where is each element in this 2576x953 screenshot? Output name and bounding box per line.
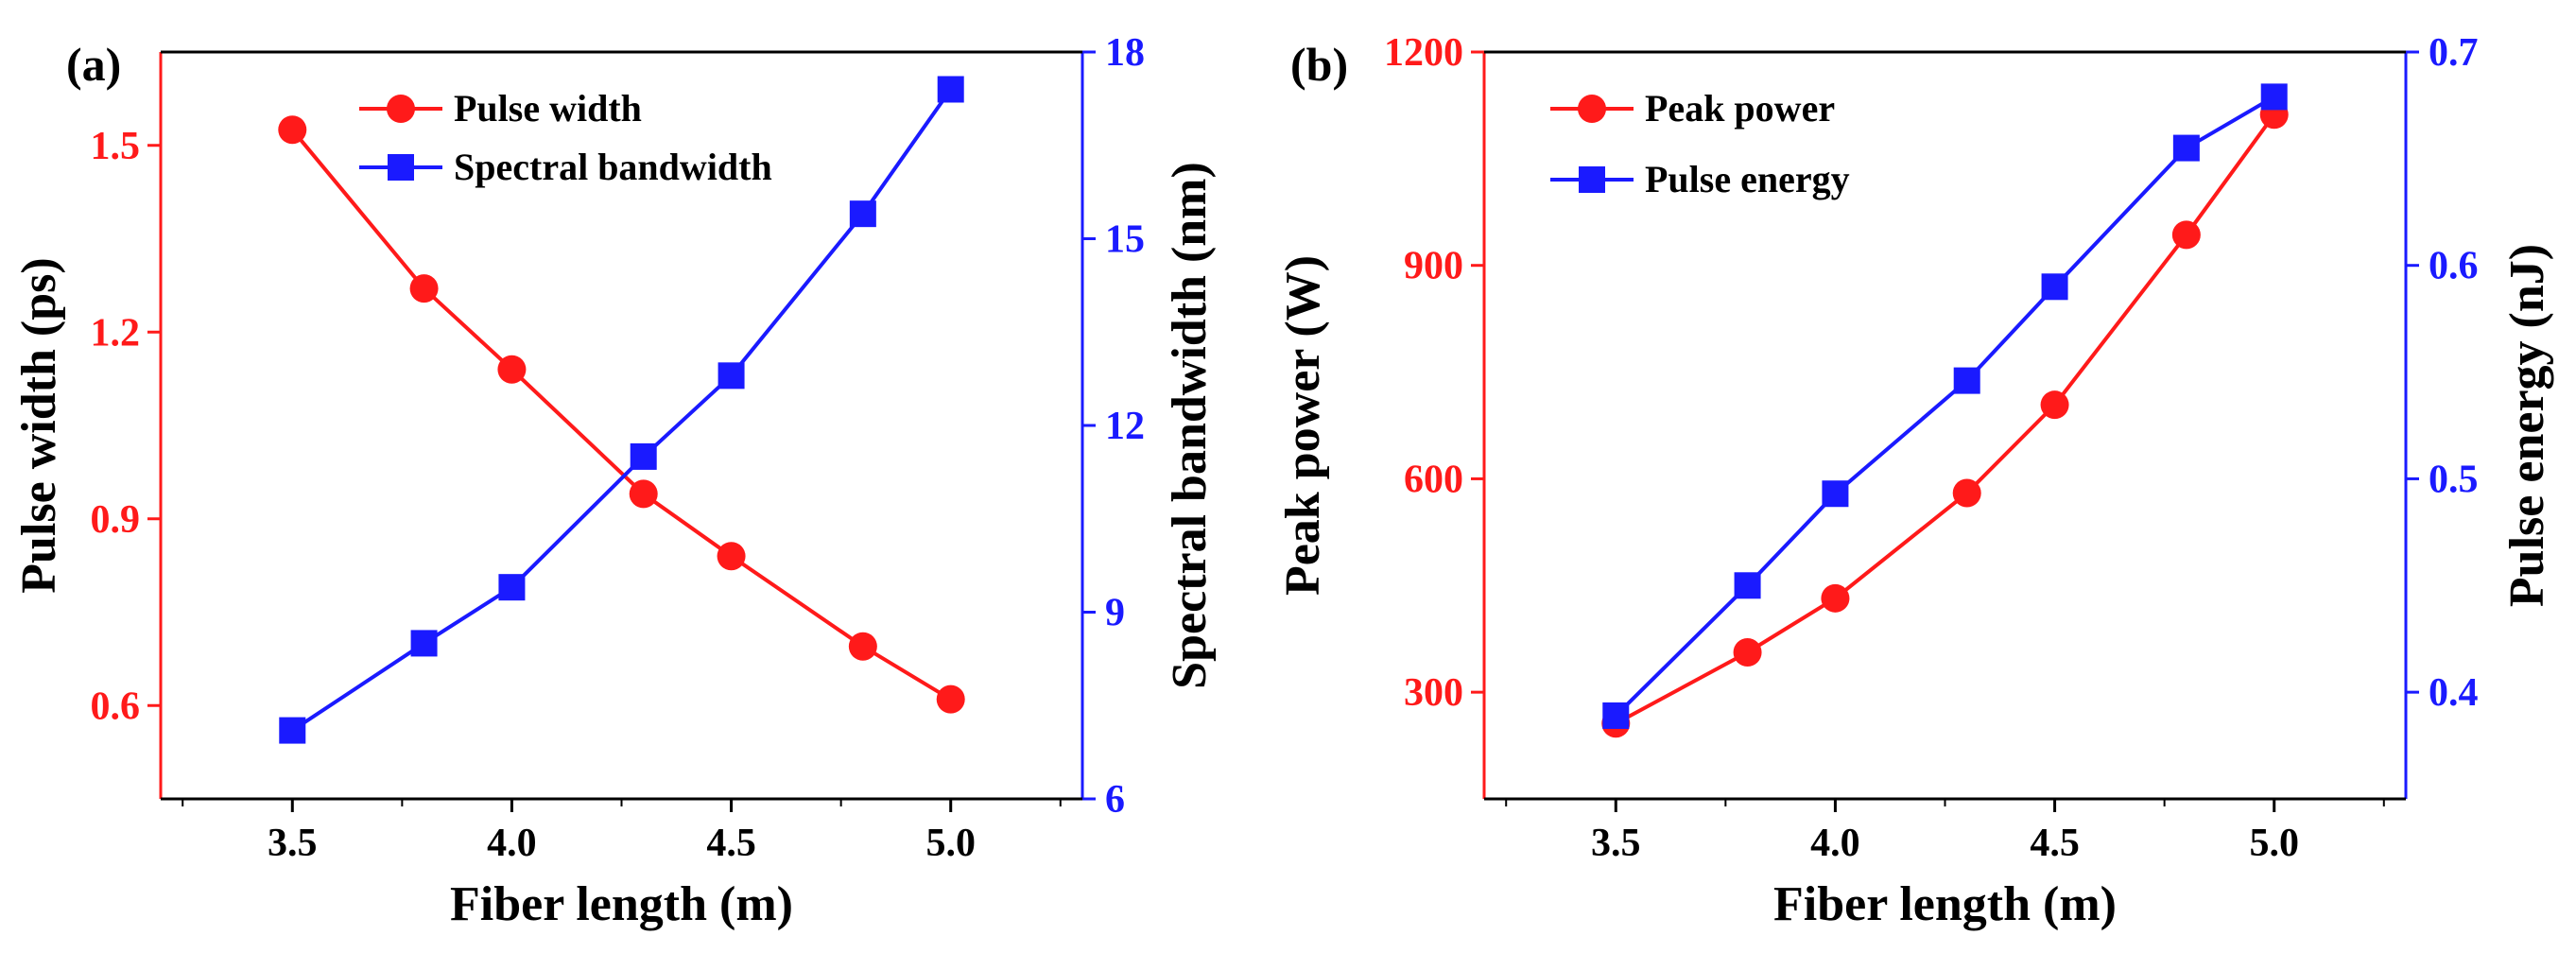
data-point-square	[1602, 702, 1630, 729]
data-point-circle	[936, 684, 965, 714]
left-tick-label: 1.2	[91, 311, 141, 355]
data-point-square	[937, 76, 964, 103]
data-point-square	[2041, 273, 2068, 301]
left-tick-label: 0.9	[91, 498, 141, 542]
data-point-circle	[2171, 220, 2201, 250]
right-tick-label: 0.7	[2429, 31, 2479, 75]
left-tick-label: 1.5	[91, 125, 141, 168]
data-point-circle	[1952, 478, 1981, 508]
chart-panel-a: 3.5 4.0 4.5 5.0 0.6 0.9 1.2 1.5 6 9 12 15 18 Fiber le…	[12, 31, 1217, 931]
data-point-circle	[409, 274, 439, 303]
left-tick-label: 600	[1404, 458, 1463, 501]
legend-label: Pulse energy	[1645, 158, 1850, 200]
legend-marker-square	[1579, 166, 1605, 193]
data-point-circle	[278, 115, 307, 145]
left-axis-title: Peak power (W)	[1276, 255, 1330, 596]
panel-label: (b)	[1290, 38, 1348, 91]
data-point-circle	[717, 542, 746, 571]
data-point-circle	[848, 632, 877, 661]
right-axis-title: Pulse energy (nJ)	[2500, 244, 2554, 607]
x-tick-label: 3.5	[1591, 822, 1641, 865]
right-tick-label: 15	[1105, 218, 1145, 262]
data-point-circle	[629, 479, 658, 509]
legend-label: Pulse width	[454, 87, 642, 130]
legend-marker-square	[388, 154, 414, 181]
x-tick-label: 5.0	[2249, 822, 2299, 865]
data-point-square	[717, 362, 745, 390]
left-tick-label: 900	[1404, 245, 1463, 288]
x-tick-label: 3.5	[268, 822, 318, 865]
data-point-square	[2260, 83, 2288, 111]
legend-label: Spectral bandwidth	[454, 146, 772, 188]
data-point-square	[1822, 480, 1849, 508]
x-tick-label: 4.5	[706, 822, 756, 865]
chart-panel-b: 3.5 4.0 4.5 5.0 300 600 900 1200 0.4 0.5 0.6 0.7 Fib…	[1276, 31, 2554, 931]
right-axis-title: Spectral bandwidth (nm)	[1163, 162, 1217, 689]
data-point-square	[849, 200, 876, 228]
right-tick-label: 6	[1105, 778, 1125, 822]
right-tick-label: 18	[1105, 31, 1145, 75]
data-point-square	[630, 442, 657, 470]
left-axis-title: Pulse width (ps)	[12, 257, 66, 593]
legend-marker-circle	[387, 95, 415, 123]
data-point-circle	[2040, 390, 2069, 420]
right-tick-label: 12	[1105, 405, 1145, 448]
data-point-square	[2172, 134, 2200, 162]
data-point-square	[410, 630, 438, 657]
x-tick-label: 4.0	[487, 822, 537, 865]
data-point-square	[498, 574, 526, 601]
x-axis-title: Fiber length (m)	[450, 877, 793, 931]
left-tick-label: 300	[1404, 671, 1463, 715]
x-axis-title: Fiber length (m)	[1773, 877, 2117, 931]
right-tick-label: 0.4	[2429, 671, 2479, 715]
data-point-circle	[497, 355, 527, 384]
data-point-circle	[1733, 638, 1762, 667]
series-line-peak-power	[1615, 113, 2276, 726]
x-tick-label: 5.0	[925, 822, 976, 865]
x-tick-label: 4.5	[2030, 822, 2080, 865]
data-point-square	[279, 717, 306, 744]
left-tick-label: 0.6	[91, 684, 141, 728]
data-point-square	[1953, 367, 1980, 394]
data-point-circle	[1821, 583, 1850, 613]
data-point-square	[1734, 572, 1761, 599]
right-tick-label: 0.5	[2429, 458, 2479, 501]
right-tick-label: 9	[1105, 592, 1125, 635]
left-tick-label: 1200	[1384, 31, 1463, 75]
legend-label: Peak power	[1645, 87, 1835, 130]
x-tick-label: 4.0	[1810, 822, 1860, 865]
legend-marker-circle	[1578, 95, 1606, 123]
panel-label: (a)	[66, 38, 121, 91]
right-tick-label: 0.6	[2429, 245, 2479, 288]
